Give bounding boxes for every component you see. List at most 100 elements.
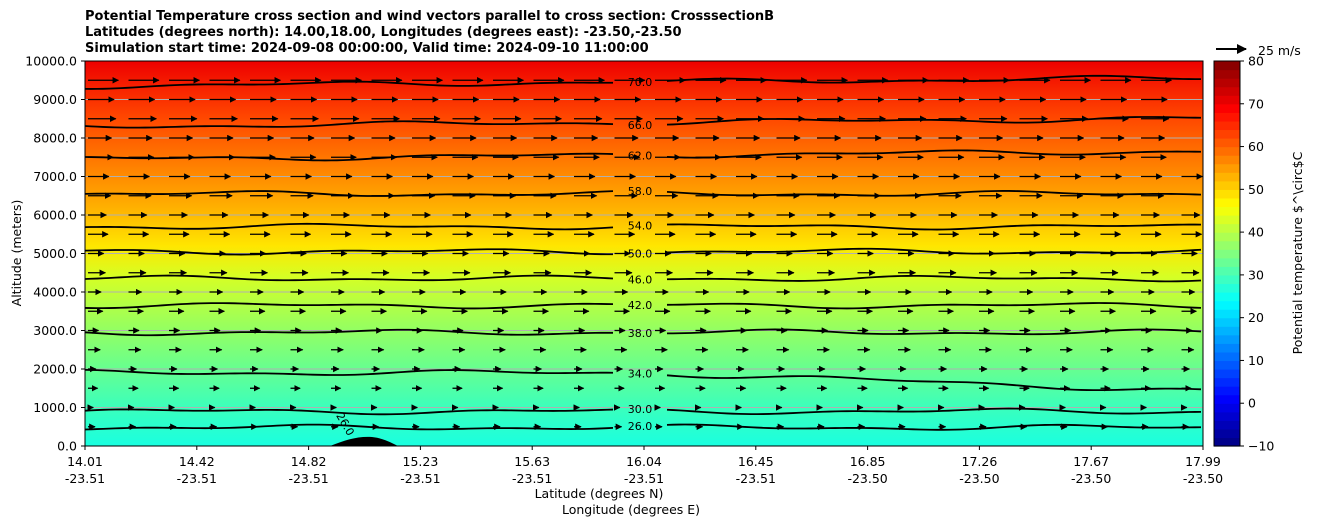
colorbar-band xyxy=(1214,428,1240,439)
colorbar-band xyxy=(1214,292,1240,302)
x-tick-label-lat: 14.01 xyxy=(67,454,103,469)
colorbar-band xyxy=(1214,138,1240,148)
colorbar-tick-label: 40 xyxy=(1248,225,1264,240)
colorbar-band xyxy=(1214,95,1240,105)
y-tick-label: 10000.0 xyxy=(25,54,77,69)
contour-line xyxy=(84,222,614,231)
contour-lines: 26.030.034.038.042.046.050.054.058.062.0… xyxy=(84,74,1202,438)
x-tick-label-lat: 17.99 xyxy=(1185,454,1221,469)
colorbar-band xyxy=(1214,215,1240,225)
colorbar-band xyxy=(1214,69,1240,79)
colorbar-tick-label: −10 xyxy=(1248,439,1274,454)
contour-label: 42.0 xyxy=(628,299,653,312)
colorbar-band xyxy=(1214,300,1240,310)
colorbar-band xyxy=(1214,146,1240,156)
y-tick-label: 5000.0 xyxy=(33,246,77,261)
colorbar-tick-label: 0 xyxy=(1248,396,1256,411)
x-tick-label-lat: 16.04 xyxy=(626,454,662,469)
colorbar-band xyxy=(1214,351,1240,362)
contour-label: 46.0 xyxy=(628,273,653,286)
title-line-1: Potential Temperature cross section and … xyxy=(85,9,775,24)
y-tick-label: 0.0 xyxy=(57,439,77,454)
x-tick-label-lon: -23.51 xyxy=(288,471,328,486)
colorbar-band xyxy=(1214,334,1240,344)
y-tick-label: 6000.0 xyxy=(33,208,77,223)
colorbar-tick-label: 70 xyxy=(1248,96,1264,111)
colorbar-band xyxy=(1214,411,1240,421)
title-line-3: Simulation start time: 2024-09-08 00:00:… xyxy=(85,41,649,56)
contour-label: 38.0 xyxy=(628,327,653,340)
contour-label: 54.0 xyxy=(628,219,653,232)
colorbar-band xyxy=(1214,343,1240,353)
colorbar-band xyxy=(1214,120,1240,131)
contour-line xyxy=(666,374,1202,392)
x-tick-label-lon: -23.51 xyxy=(65,471,105,486)
x-tick-label-lon: -23.51 xyxy=(400,471,440,486)
x-tick-label-lat: 15.23 xyxy=(403,454,439,469)
colorbar-band xyxy=(1214,112,1240,122)
contour-line xyxy=(84,248,614,256)
colorbar-band xyxy=(1214,317,1240,327)
contour-line xyxy=(84,80,614,90)
x-tick-label-lon: -23.51 xyxy=(177,471,217,486)
x-tick-label-lon: -23.50 xyxy=(1183,471,1223,486)
contour-label: 70.0 xyxy=(628,76,653,89)
colorbar-band xyxy=(1214,86,1240,96)
colorbar-band xyxy=(1214,163,1240,173)
contour-line xyxy=(666,423,1202,431)
contour-line xyxy=(84,120,614,129)
colorbar-band xyxy=(1214,223,1240,233)
colorbar-band xyxy=(1214,309,1240,319)
colorbar-band xyxy=(1214,240,1240,250)
y-tick-label: 9000.0 xyxy=(33,92,77,107)
y-tick-label: 4000.0 xyxy=(33,285,77,300)
x-tick-label-lon: -23.51 xyxy=(512,471,552,486)
contour-line xyxy=(666,274,1202,283)
colorbar-band xyxy=(1214,257,1240,267)
x-tick-label-lon: -23.51 xyxy=(624,471,664,486)
colorbar-tick-label: 30 xyxy=(1248,267,1264,282)
contour-line xyxy=(666,74,1202,84)
colorbar-band xyxy=(1214,420,1240,430)
x-tick-label-lon: -23.50 xyxy=(847,471,887,486)
colorbar-tick-label: 20 xyxy=(1248,310,1264,325)
quiver-key-label: 25 m/s xyxy=(1258,43,1301,58)
x-tick-label-lat: 16.85 xyxy=(850,454,886,469)
contour-label: 30.0 xyxy=(628,403,653,416)
colorbar-band xyxy=(1214,283,1240,293)
colorbar-band xyxy=(1214,129,1240,139)
colorbar-band xyxy=(1214,266,1240,276)
colorbar-frame xyxy=(1213,60,1241,447)
colorbar-band xyxy=(1214,197,1240,208)
wind-vectors xyxy=(87,77,1204,430)
colorbar-tick-label: 80 xyxy=(1248,54,1264,69)
colorbar-band xyxy=(1214,249,1240,259)
x-tick-label-lat: 15.63 xyxy=(514,454,550,469)
contour-line xyxy=(84,274,614,282)
y-tick-label: 1000.0 xyxy=(33,400,77,415)
contour-label: 66.0 xyxy=(628,119,653,132)
colorbar-band xyxy=(1214,78,1240,88)
colorbar-band xyxy=(1214,61,1240,71)
title-line-2: Latitudes (degrees north): 14.00,18.00, … xyxy=(85,25,682,40)
colorbar-band xyxy=(1214,206,1240,216)
contour-line xyxy=(666,407,1202,415)
contour-label: 26.0 xyxy=(628,420,653,433)
colorbar-band xyxy=(1214,437,1240,447)
contour-label: 62.0 xyxy=(628,150,653,163)
contour-line xyxy=(666,302,1202,310)
contour-line xyxy=(84,328,614,337)
colorbar-band xyxy=(1214,360,1240,370)
y-axis-label: Altitude (meters) xyxy=(9,200,24,307)
colorbar-band xyxy=(1214,386,1240,396)
colorbar-band xyxy=(1214,274,1240,285)
colorbar-label: Potential temperature $^\circ$C xyxy=(1290,151,1305,354)
colorbar-tick-label: 50 xyxy=(1248,182,1264,197)
x-tick-label-lat: 14.82 xyxy=(291,454,327,469)
x-tick-label-lat: 14.42 xyxy=(179,454,215,469)
y-tick-label: 8000.0 xyxy=(33,131,77,146)
colorbar-band xyxy=(1214,326,1240,336)
colorbar-band xyxy=(1214,155,1240,165)
colorbar-band xyxy=(1214,103,1240,113)
